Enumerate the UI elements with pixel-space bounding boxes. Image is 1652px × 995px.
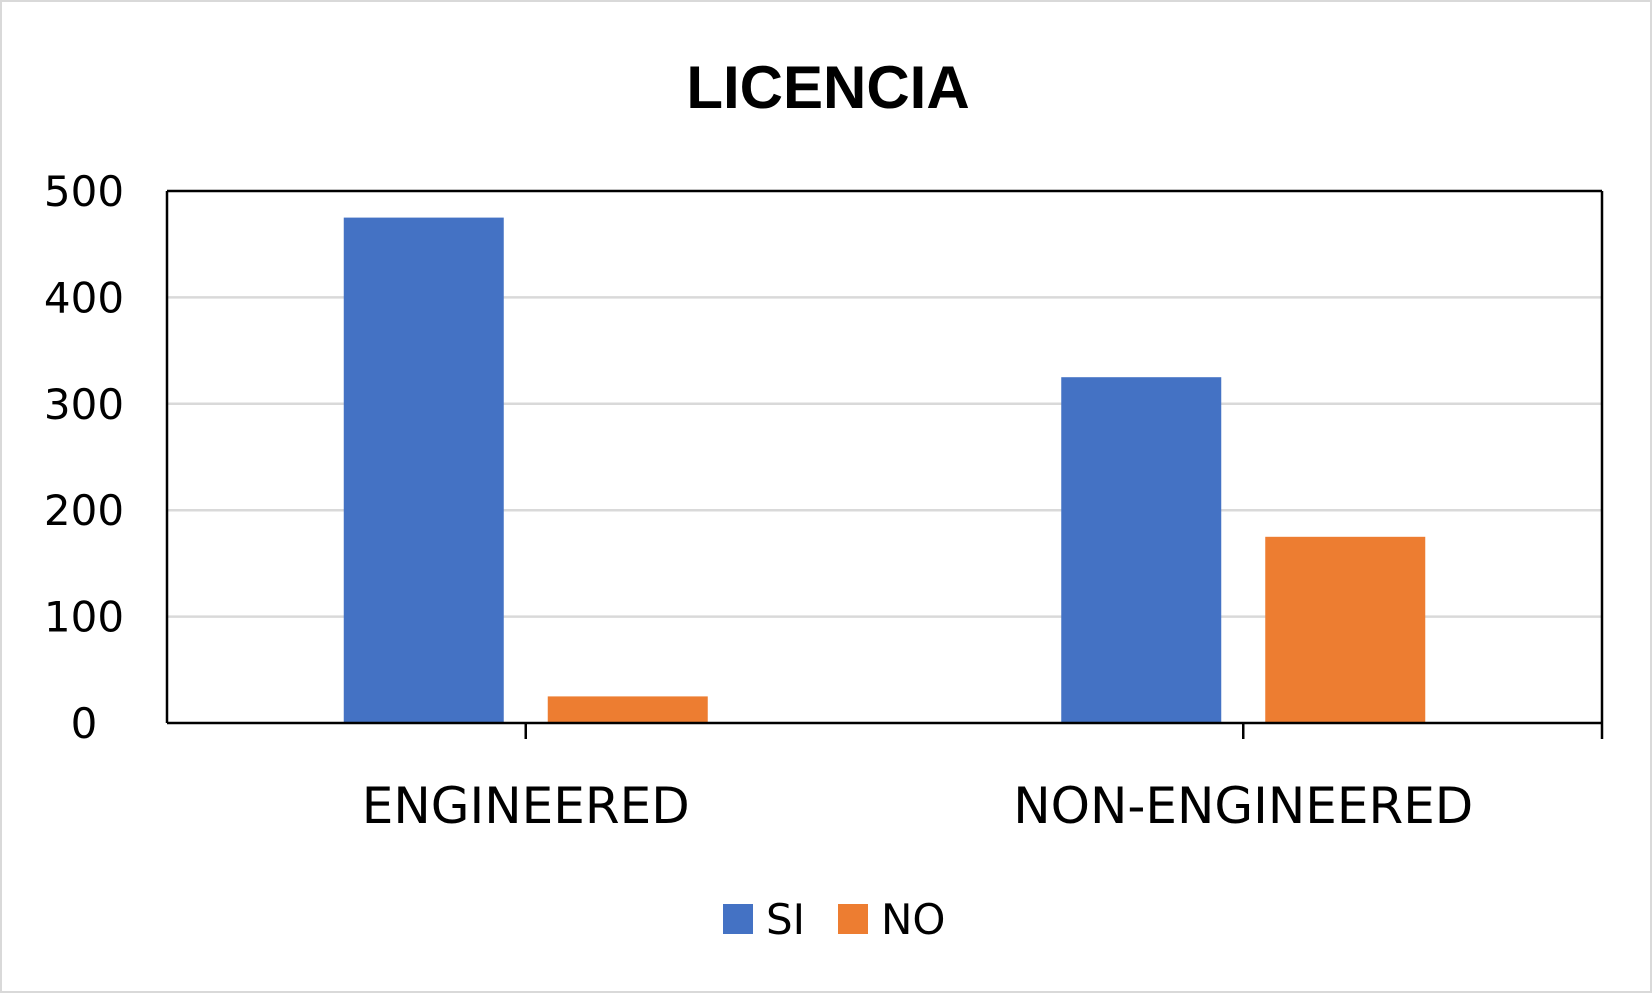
axes xyxy=(165,189,1604,739)
bar-no-engineered xyxy=(547,696,708,723)
y-tick-label: 200 xyxy=(44,486,124,535)
x-tick-label: ENGINEERED xyxy=(362,777,690,835)
legend: SI NO xyxy=(723,895,945,944)
bar-si-non-engineered xyxy=(1061,377,1222,723)
legend-swatch-si xyxy=(723,904,753,934)
y-tick-label: 300 xyxy=(44,380,124,429)
bar-si-engineered xyxy=(343,217,504,723)
bar-no-non-engineered xyxy=(1265,536,1426,723)
chart-title: LICENCIA xyxy=(686,54,969,121)
legend-label-no: NO xyxy=(881,895,945,944)
y-tick-labels: 0 100 200 300 400 500 xyxy=(44,167,124,748)
x-tick-labels: ENGINEERED NON-ENGINEERED xyxy=(362,777,1474,835)
legend-label-si: SI xyxy=(766,895,805,944)
y-tick-label: 500 xyxy=(44,167,124,216)
y-tick-label: 400 xyxy=(44,273,124,322)
y-tick-label: 0 xyxy=(71,699,98,748)
x-tick-label: NON-ENGINEERED xyxy=(1013,777,1473,835)
y-tick-label: 100 xyxy=(44,593,124,642)
bars xyxy=(343,217,1426,723)
legend-swatch-no xyxy=(838,904,868,934)
